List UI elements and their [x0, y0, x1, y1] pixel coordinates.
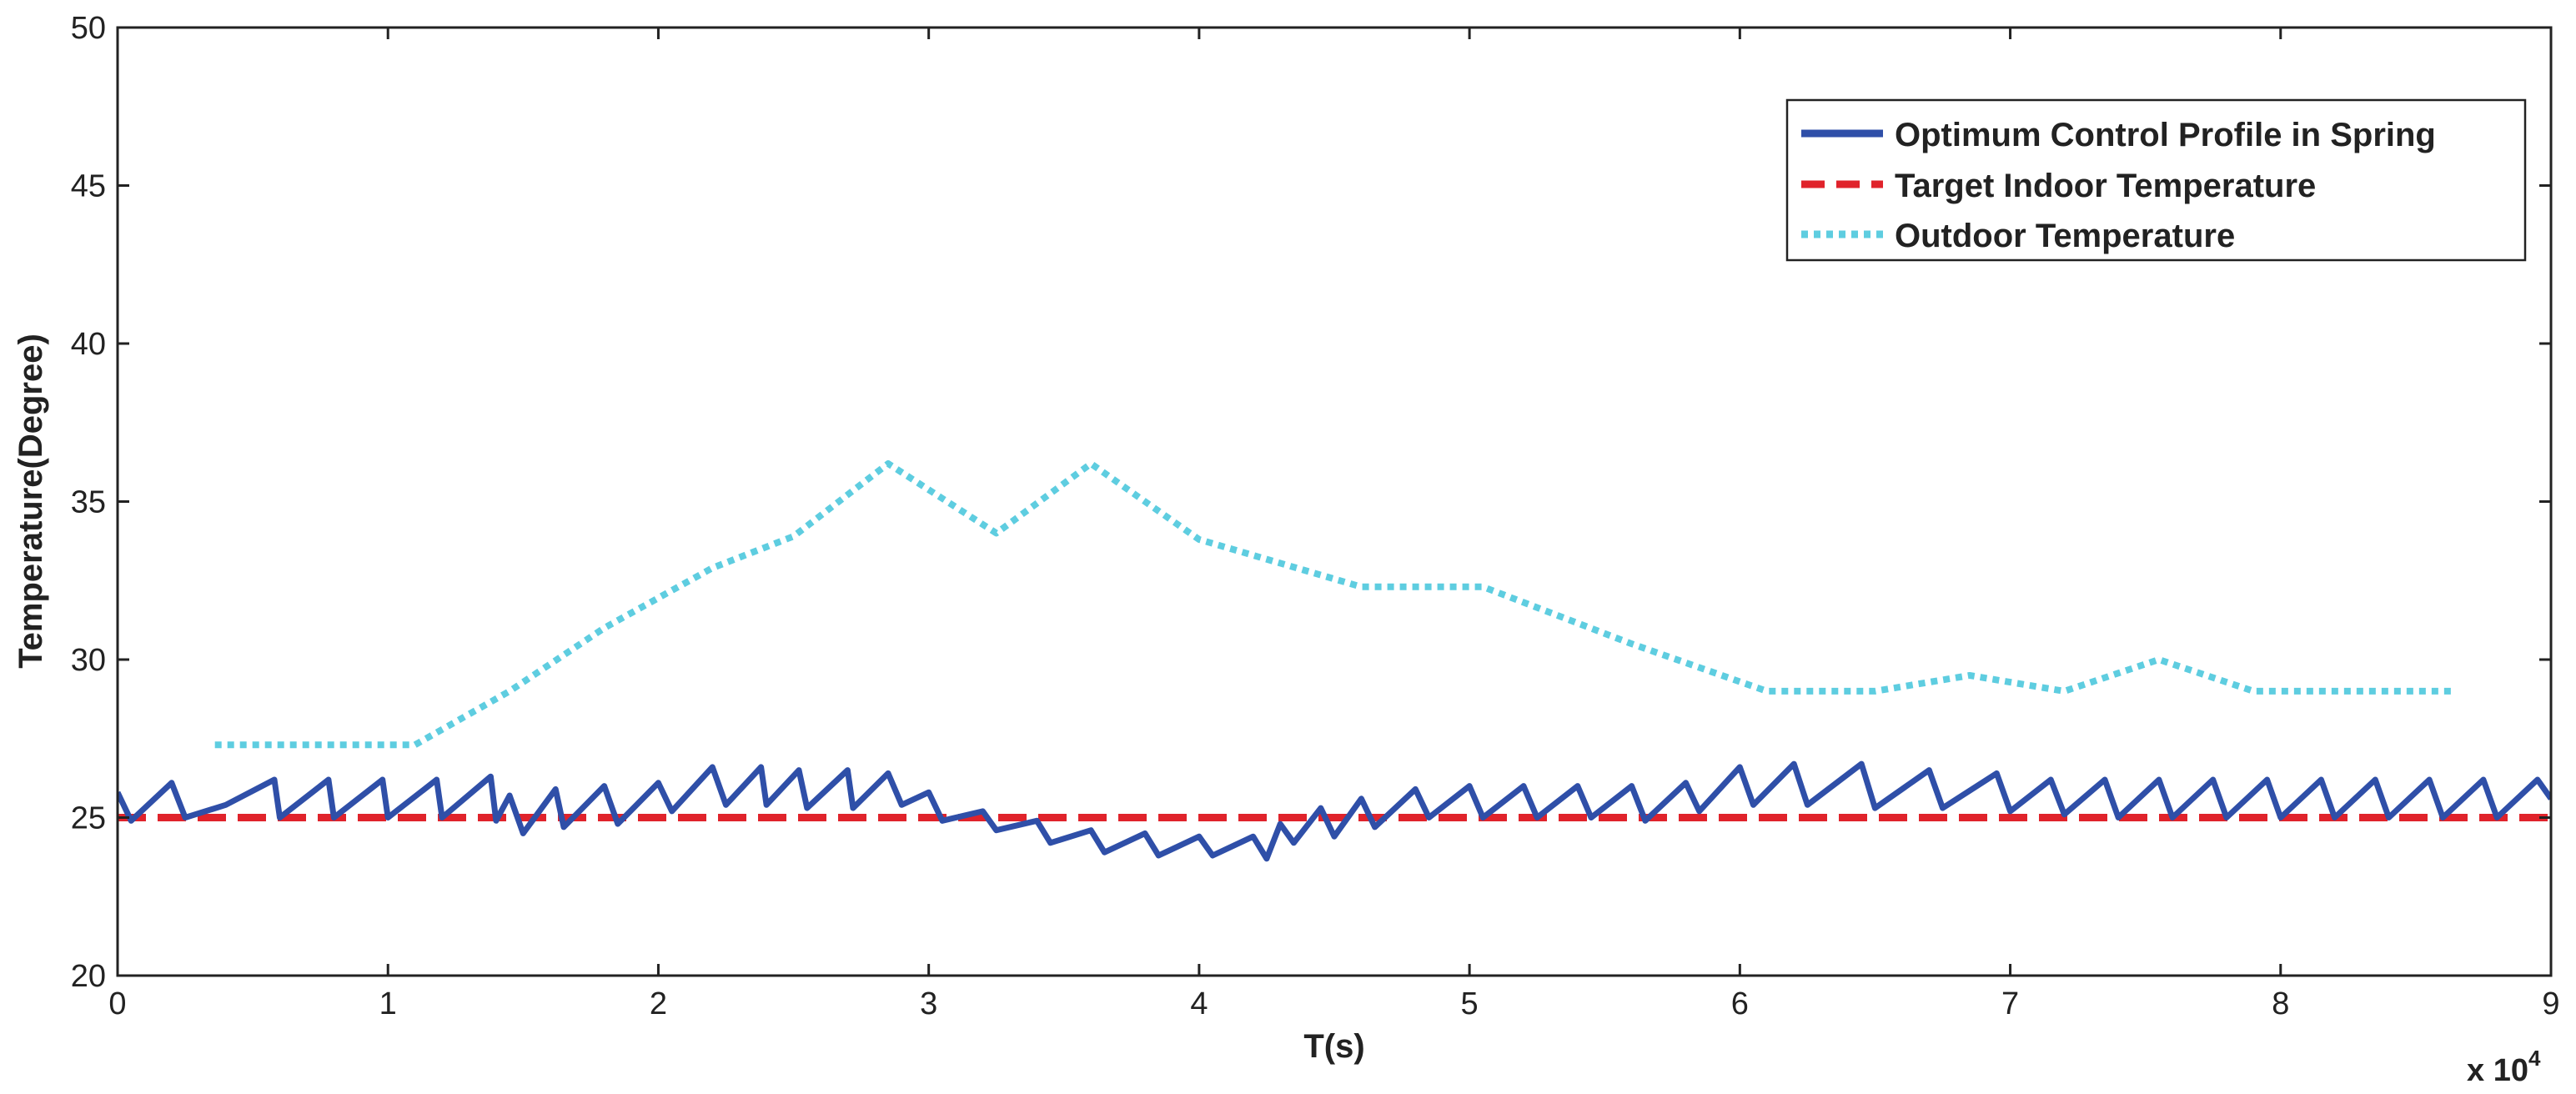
- x-multiplier-base: x 10: [2467, 1053, 2528, 1088]
- x-axis-label: T(s): [1303, 1028, 1364, 1065]
- x-tick-label: 5: [1461, 986, 1479, 1021]
- legend-label-target-indoor: Target Indoor Temperature: [1895, 168, 2316, 204]
- y-tick-label: 30: [71, 643, 106, 678]
- y-tick-label: 20: [71, 959, 106, 994]
- y-tick-label: 25: [71, 801, 106, 836]
- x-tick-label: 1: [379, 986, 397, 1021]
- x-tick-label: 0: [108, 986, 126, 1021]
- y-axis-label: Temperature(Degree): [13, 334, 49, 669]
- series-line-optimum-control-profile-in-spring: [118, 760, 2551, 862]
- legend-label-outdoor: Outdoor Temperature: [1895, 218, 2235, 254]
- x-tick-label: 2: [650, 986, 667, 1021]
- y-tick-label: 35: [71, 485, 106, 520]
- x-multiplier-exponent: 4: [2528, 1046, 2541, 1071]
- y-tick-label: 45: [71, 169, 106, 204]
- x-multiplier-label: x 104: [2467, 1046, 2541, 1088]
- series-layer: [118, 460, 2551, 862]
- x-tick-label: 7: [2001, 986, 2019, 1021]
- x-tick-label: 4: [1190, 986, 1208, 1021]
- legend: Optimum Control Profile in Spring Target…: [1785, 98, 2527, 262]
- legend-box: [1785, 98, 2527, 262]
- x-tick-label: 3: [920, 986, 937, 1021]
- y-tick-label: 40: [71, 327, 106, 362]
- x-tick-label: 6: [1731, 986, 1749, 1021]
- y-tick-label: 50: [71, 11, 106, 46]
- x-tick-label: 8: [2272, 986, 2289, 1021]
- series-line-outdoor-temperature: [214, 460, 2457, 749]
- x-tick-label: 9: [2542, 986, 2559, 1021]
- legend-label-control-profile: Optimum Control Profile in Spring: [1895, 117, 2436, 153]
